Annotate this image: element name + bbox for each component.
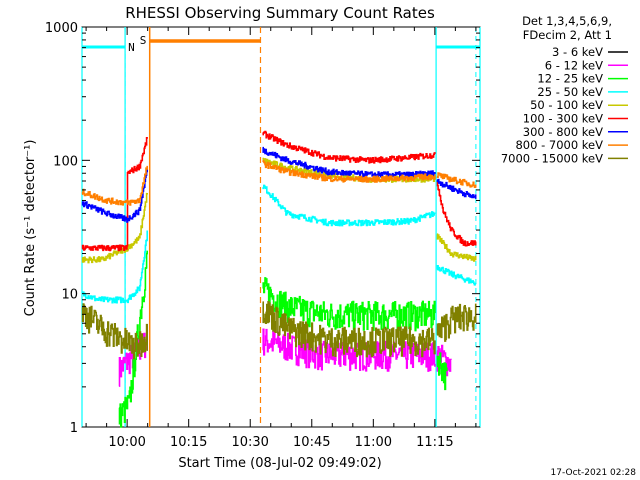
- series-trace: [436, 180, 477, 247]
- x-tick-label: 10:15: [170, 435, 207, 450]
- legend-label: 300 - 800 keV: [523, 125, 603, 139]
- legend-label: 3 - 6 keV: [552, 45, 603, 59]
- y-tick-label: 10: [61, 288, 78, 303]
- series-trace: [436, 172, 477, 188]
- markers-layer: SN: [81, 27, 481, 427]
- legend: Det 1,3,4,5,6,9, FDecim 2, Att 1 3 - 6 k…: [501, 14, 628, 165]
- series-trace: [436, 352, 448, 391]
- x-tick-label: 11:00: [355, 435, 392, 450]
- series-800_7000keV: [81, 160, 477, 206]
- series-trace: [436, 344, 452, 377]
- legend-label: 800 - 7000 keV: [515, 138, 603, 152]
- series-trace: [436, 233, 477, 262]
- series-300_800keV: [81, 146, 477, 223]
- series-trace: [262, 300, 436, 358]
- x-axis: 10:00 10:15 10:30 10:45 11:00 11:15: [85, 27, 477, 450]
- legend-label: 100 - 300 keV: [523, 112, 603, 126]
- series-layer: [81, 130, 477, 428]
- chart-title: RHESSI Observing Summary Count Rates: [125, 4, 435, 22]
- legend-label: 7000 - 15000 keV: [501, 151, 603, 165]
- series-7000_15000keV: [81, 300, 477, 360]
- series-trace: [118, 250, 148, 428]
- series-trace: [262, 184, 436, 227]
- legend-label: 6 - 12 keV: [545, 58, 603, 72]
- series-trace: [81, 137, 148, 252]
- saa-label: S: [140, 34, 147, 47]
- series-trace: [262, 328, 436, 372]
- footer-date: 17-Oct-2021 02:28: [551, 468, 637, 478]
- y-axis-label: Count Rate (s⁻¹ detector⁻¹): [23, 140, 38, 317]
- night-label: N: [128, 41, 135, 54]
- series-trace: [81, 165, 148, 206]
- series-trace: [81, 230, 148, 304]
- y-axis: 1 10 100 1000: [45, 21, 480, 436]
- legend-label: 12 - 25 keV: [537, 72, 603, 86]
- legend-header-line-2: FDecim 2, Att 1: [523, 28, 612, 42]
- series-trace: [262, 146, 436, 179]
- series-trace: [81, 192, 148, 264]
- series-trace: [436, 264, 477, 286]
- y-tick-label: 1000: [45, 21, 78, 36]
- legend-label: 25 - 50 keV: [537, 85, 603, 99]
- x-axis-label: Start Time (08-Jul-02 09:49:02): [178, 456, 381, 471]
- y-tick-label: 1: [70, 421, 78, 436]
- x-tick-label: 10:00: [108, 435, 145, 450]
- x-tick-label: 10:30: [231, 435, 268, 450]
- x-tick-label: 10:45: [293, 435, 330, 450]
- series-trace: [262, 160, 436, 183]
- series-100_300keV: [81, 130, 477, 252]
- series-25_50keV: [81, 184, 477, 304]
- series-trace: [262, 130, 436, 164]
- y-tick-label: 100: [53, 154, 78, 169]
- legend-header-line-1: Det 1,3,4,5,6,9,: [522, 14, 612, 28]
- x-tick-label: 11:15: [416, 435, 453, 450]
- series-trace: [81, 169, 148, 223]
- series-trace: [436, 303, 477, 342]
- series-trace: [436, 178, 477, 199]
- series-trace: [81, 303, 148, 360]
- legend-label: 50 - 100 keV: [530, 98, 603, 112]
